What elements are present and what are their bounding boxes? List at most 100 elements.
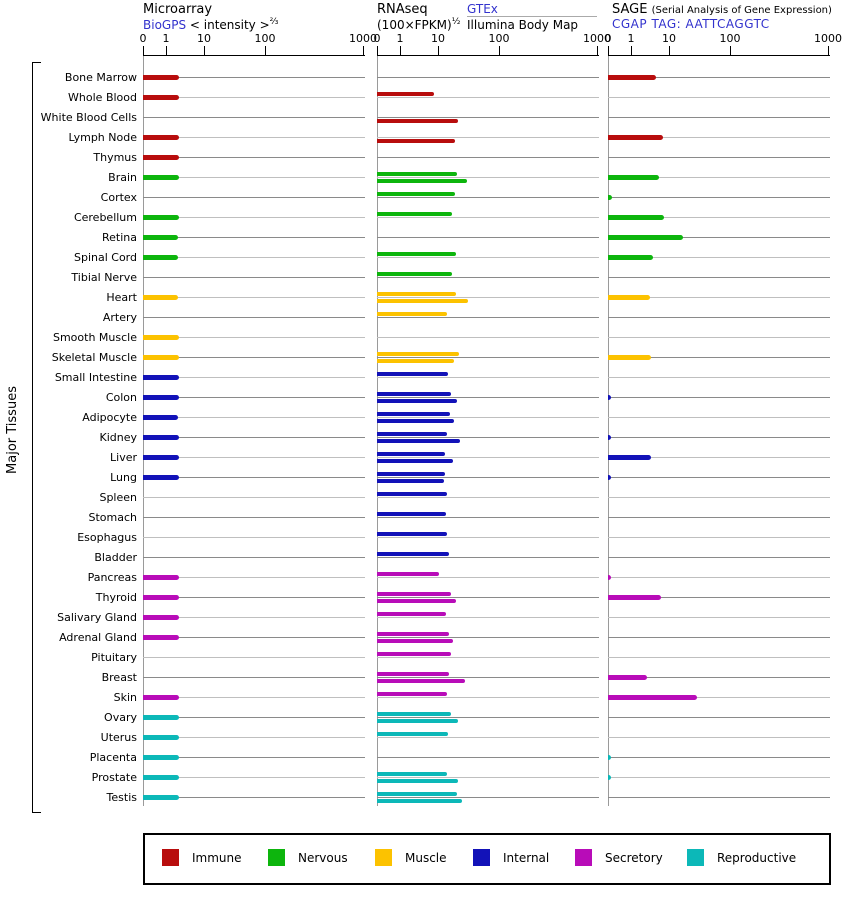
bar-rnaseq-illumina <box>377 459 453 463</box>
axis-tick <box>828 46 829 55</box>
row-line <box>377 357 599 358</box>
row-line <box>377 437 599 438</box>
row-line <box>608 797 830 798</box>
bar-rnaseq-illumina <box>377 439 460 443</box>
tissue-label: Heart <box>106 291 137 304</box>
row-line <box>608 537 830 538</box>
row-line <box>608 177 830 178</box>
tissue-label: Ovary <box>104 711 137 724</box>
bar-rnaseq-gtex <box>377 432 447 436</box>
row-line <box>608 637 830 638</box>
row-line <box>143 137 365 138</box>
bar-sage <box>608 435 611 440</box>
bar-sage <box>608 595 661 600</box>
axis-tick-label: 1000 <box>349 32 377 45</box>
tissue-label: Salivary Gland <box>57 611 137 624</box>
row-line <box>377 737 599 738</box>
bar-microarray <box>143 455 179 460</box>
row-line <box>143 77 365 78</box>
bar-microarray <box>143 295 178 300</box>
bar-rnaseq-gtex <box>377 492 447 496</box>
gtex-link[interactable]: GTEx <box>467 2 498 16</box>
gtex-underline <box>467 16 597 17</box>
legend-swatch-nervous <box>268 849 285 866</box>
sage-note: (Serial Analysis of Gene Expression) <box>651 5 832 16</box>
bar-rnaseq-illumina <box>377 359 454 363</box>
row-line <box>608 237 830 238</box>
row-line <box>143 577 365 578</box>
bar-microarray <box>143 735 179 740</box>
bar-rnaseq-gtex <box>377 392 451 396</box>
legend-label-muscle: Muscle <box>405 851 447 865</box>
bar-sage <box>608 295 650 300</box>
bar-sage <box>608 215 664 220</box>
row-line <box>143 517 365 518</box>
row-line <box>608 117 830 118</box>
panel-title-rnaseq: RNAseq <box>377 2 428 17</box>
row-line <box>608 697 830 698</box>
bar-microarray <box>143 695 179 700</box>
tissue-label: Smooth Muscle <box>52 331 137 344</box>
bar-rnaseq-gtex <box>377 652 451 656</box>
legend-swatch-muscle <box>375 849 392 866</box>
panel-zero-line <box>377 56 378 806</box>
bar-microarray <box>143 335 179 340</box>
tissue-label: Uterus <box>100 731 137 744</box>
bar-rnaseq-gtex <box>377 172 457 176</box>
bar-microarray <box>143 95 179 100</box>
tissue-label: Skeletal Muscle <box>51 351 137 364</box>
row-line <box>377 197 599 198</box>
bar-rnaseq-illumina <box>377 399 457 403</box>
row-line <box>377 157 599 158</box>
bar-microarray <box>143 435 179 440</box>
row-line <box>377 657 599 658</box>
row-line <box>608 437 830 438</box>
axis-tick-label: 100 <box>719 32 741 45</box>
bar-rnaseq-illumina <box>377 679 465 683</box>
legend-label-nervous: Nervous <box>298 851 348 865</box>
bar-sage <box>608 575 611 580</box>
row-line <box>143 797 365 798</box>
row-line <box>377 697 599 698</box>
bar-microarray <box>143 395 179 400</box>
bar-rnaseq-gtex <box>377 292 456 296</box>
axis-tick-label: 1000 <box>583 32 611 45</box>
row-line <box>143 417 365 418</box>
bar-rnaseq-illumina <box>377 119 458 123</box>
tissue-label: Artery <box>102 311 137 324</box>
bar-rnaseq-illumina <box>377 299 468 303</box>
row-line <box>143 717 365 718</box>
row-line <box>608 397 830 398</box>
row-line <box>608 477 830 478</box>
row-line <box>608 617 830 618</box>
fpkm-metric: (100×FPKM)½ <box>377 17 460 32</box>
bar-microarray <box>143 575 179 580</box>
row-line <box>608 597 830 598</box>
legend-swatch-internal <box>473 849 490 866</box>
row-line <box>143 637 365 638</box>
row-line <box>143 537 365 538</box>
cgap-tag-link[interactable]: CGAP TAG: AATTCAGGTC <box>612 17 770 31</box>
biogps-link[interactable]: BioGPS <box>143 18 187 32</box>
row-line <box>608 197 830 198</box>
row-line <box>608 137 830 138</box>
bar-rnaseq-illumina <box>377 419 454 423</box>
row-line <box>377 297 599 298</box>
illumina-body-map-label: Illumina Body Map <box>467 18 579 32</box>
tissue-label: Placenta <box>89 751 137 764</box>
axis-tick <box>631 46 632 55</box>
tissue-label: Retina <box>102 231 137 244</box>
tissue-label: Cortex <box>100 191 137 204</box>
row-line <box>143 757 365 758</box>
legend-label-reproductive: Reproductive <box>717 851 797 865</box>
bar-microarray <box>143 635 179 640</box>
axis-tick-label: 0 <box>139 32 147 45</box>
row-line <box>143 257 365 258</box>
axis-tick-label: 100 <box>254 32 276 45</box>
row-line <box>377 477 599 478</box>
row-line <box>608 337 830 338</box>
row-line <box>608 517 830 518</box>
axis-tick <box>143 46 144 55</box>
bar-rnaseq-illumina <box>377 779 458 783</box>
